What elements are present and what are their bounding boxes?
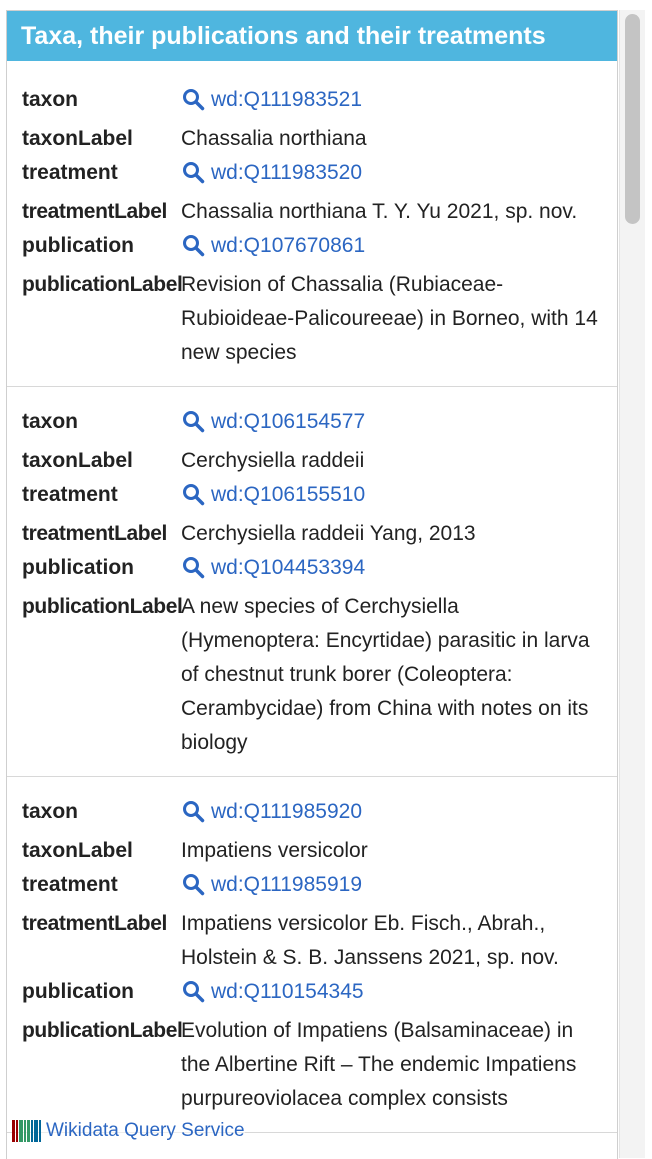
treatment-id: wd:Q111983520: [211, 161, 363, 184]
taxon-label-value: Cerchysiella raddeii: [181, 449, 365, 472]
field-label-treatment: treatment: [22, 483, 118, 506]
treatment-label-value: Chassalia northiana T. Y. Yu 2021, sp. n…: [181, 200, 578, 223]
field-label-taxon: taxon: [22, 800, 79, 823]
page-title: Taxa, their publications and their treat…: [7, 11, 617, 61]
field-label-treatmentLabel: treatmentLabel: [22, 200, 167, 223]
field-label-publicationLabel: publicationLabel: [22, 1019, 183, 1042]
treatment-id: wd:Q111985919: [211, 873, 363, 896]
field-label-treatmentLabel: treatmentLabel: [22, 522, 167, 545]
magnifier-icon: [183, 801, 205, 823]
treatment-label-value: Impatiens versicolor Eb. Fisch., Abrah.,…: [181, 912, 559, 969]
result-record: taxon wd:Q111985920 taxonLabel Impatiens…: [7, 777, 617, 1133]
publication-link[interactable]: wd:Q110154345: [181, 975, 364, 1009]
publication-label-value: Evolution of Impatiens (Balsaminaceae) i…: [181, 1019, 577, 1110]
publication-label-value: A new species of Cerchysiella (Hymenopte…: [181, 595, 590, 754]
treatment-label-value: Cerchysiella raddeii Yang, 2013: [181, 522, 476, 545]
taxon-label-value: Impatiens versicolor: [181, 839, 368, 862]
taxon-label-value: Chassalia northiana: [181, 127, 367, 150]
publication-id: wd:Q104453394: [211, 556, 366, 579]
magnifier-icon: [183, 235, 205, 257]
footer-brand-link[interactable]: Wikidata Query Service: [12, 1116, 245, 1146]
field-label-taxon: taxon: [22, 410, 79, 433]
taxon-id: wd:Q106154577: [211, 410, 366, 433]
field-label-taxonLabel: taxonLabel: [22, 839, 133, 862]
field-label-taxonLabel: taxonLabel: [22, 449, 133, 472]
publication-id: wd:Q107670861: [211, 234, 366, 257]
magnifier-icon: [183, 557, 205, 579]
publication-link[interactable]: wd:Q104453394: [181, 551, 365, 585]
publication-label-value: Revision of Chassalia (Rubiaceae-Rubioid…: [181, 273, 598, 364]
field-label-publication: publication: [22, 556, 134, 579]
field-label-publication: publication: [22, 980, 134, 1003]
vertical-scrollbar[interactable]: [619, 10, 645, 1158]
taxon-link[interactable]: wd:Q111983521: [181, 83, 362, 117]
publication-link[interactable]: wd:Q107670861: [181, 229, 365, 263]
scrollbar-thumb[interactable]: [625, 14, 640, 224]
result-record: taxon wd:Q106154577 taxonLabel Cerchysie…: [7, 387, 617, 777]
magnifier-icon: [183, 411, 205, 433]
publication-id: wd:Q110154345: [211, 980, 364, 1003]
results-panel: Taxa, their publications and their treat…: [6, 10, 618, 1159]
magnifier-icon: [183, 89, 205, 111]
treatment-link[interactable]: wd:Q106155510: [181, 478, 365, 512]
magnifier-icon: [183, 874, 205, 896]
taxon-link[interactable]: wd:Q106154577: [181, 405, 365, 439]
field-label-taxonLabel: taxonLabel: [22, 127, 133, 150]
field-label-publicationLabel: publicationLabel: [22, 273, 183, 296]
magnifier-icon: [183, 981, 205, 1003]
treatment-id: wd:Q106155510: [211, 483, 366, 506]
results-list: taxon wd:Q111983521 taxonLabel Chassalia…: [7, 65, 617, 1133]
treatment-link[interactable]: wd:Q111983520: [181, 156, 362, 190]
field-label-treatmentLabel: treatmentLabel: [22, 912, 167, 935]
magnifier-icon: [183, 162, 205, 184]
wikidata-barcode-icon: [12, 1120, 42, 1142]
field-label-publicationLabel: publicationLabel: [22, 595, 183, 618]
taxon-id: wd:Q111985920: [211, 800, 363, 823]
field-label-taxon: taxon: [22, 88, 79, 111]
result-record: taxon wd:Q111983521 taxonLabel Chassalia…: [7, 65, 617, 387]
footer-brand-text: Wikidata Query Service: [46, 1120, 245, 1141]
field-label-treatment: treatment: [22, 873, 118, 896]
field-label-publication: publication: [22, 234, 134, 257]
treatment-link[interactable]: wd:Q111985919: [181, 868, 362, 902]
magnifier-icon: [183, 484, 205, 506]
taxon-link[interactable]: wd:Q111985920: [181, 795, 362, 829]
field-label-treatment: treatment: [22, 161, 118, 184]
taxon-id: wd:Q111983521: [211, 88, 363, 111]
